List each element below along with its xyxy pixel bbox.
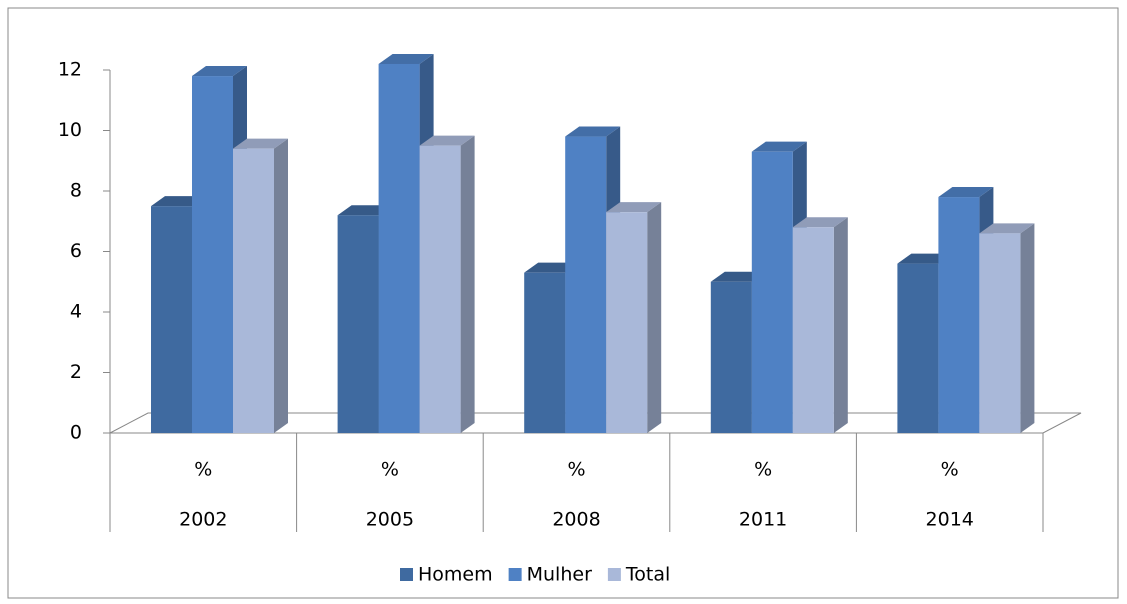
legend-swatch [508, 568, 522, 581]
bar [606, 212, 648, 433]
bar [419, 145, 461, 433]
bar-side [1020, 223, 1035, 433]
legend-label: Total [625, 564, 670, 586]
bar [151, 206, 192, 433]
x-tick-label: 2008 [552, 509, 600, 531]
bar [979, 233, 1021, 433]
bar [378, 63, 420, 433]
bar-side [274, 138, 288, 433]
bar-top [565, 126, 621, 137]
bar-side [647, 202, 662, 433]
legend-swatch [400, 568, 413, 581]
y-tick-label: 6 [70, 240, 82, 262]
x-subcategory-label: % [567, 459, 585, 481]
bar-top [792, 217, 848, 228]
bar-top [419, 135, 475, 146]
bar [524, 272, 566, 433]
bar-top [606, 202, 662, 213]
bar [751, 151, 793, 434]
bar-top [979, 223, 1035, 234]
bar [192, 76, 233, 434]
bar-top [233, 138, 288, 149]
bar-top [192, 66, 247, 77]
x-tick-label: 2005 [366, 509, 414, 531]
x-tick-label: 2014 [926, 509, 974, 531]
bar-side [833, 217, 848, 433]
x-subcategory-label: % [194, 459, 212, 481]
bar [792, 227, 834, 433]
x-subcategory-label: % [381, 459, 399, 481]
bar-top [938, 187, 994, 198]
y-tick-label: 12 [58, 59, 82, 81]
x-tick-label: 2002 [179, 509, 227, 531]
bar [565, 136, 607, 434]
bar [897, 263, 939, 433]
bar [938, 197, 980, 433]
bar-side [460, 135, 475, 433]
bar-top [378, 53, 434, 64]
legend-label: Mulher [527, 564, 592, 586]
x-subcategory-label: % [754, 459, 772, 481]
x-tick-label: 2011 [739, 509, 787, 531]
x-subcategory-label: % [941, 459, 959, 481]
legend-swatch [607, 568, 621, 581]
y-tick-label: 2 [70, 361, 82, 383]
bar [337, 215, 379, 433]
bar [710, 281, 752, 433]
bar-top [751, 141, 807, 152]
y-tick-label: 4 [70, 301, 82, 323]
y-tick-label: 8 [70, 180, 82, 202]
legend-label: Homem [418, 564, 493, 586]
y-tick-label: 10 [58, 119, 82, 141]
bar [233, 148, 274, 433]
y-tick-label: 0 [70, 422, 82, 444]
